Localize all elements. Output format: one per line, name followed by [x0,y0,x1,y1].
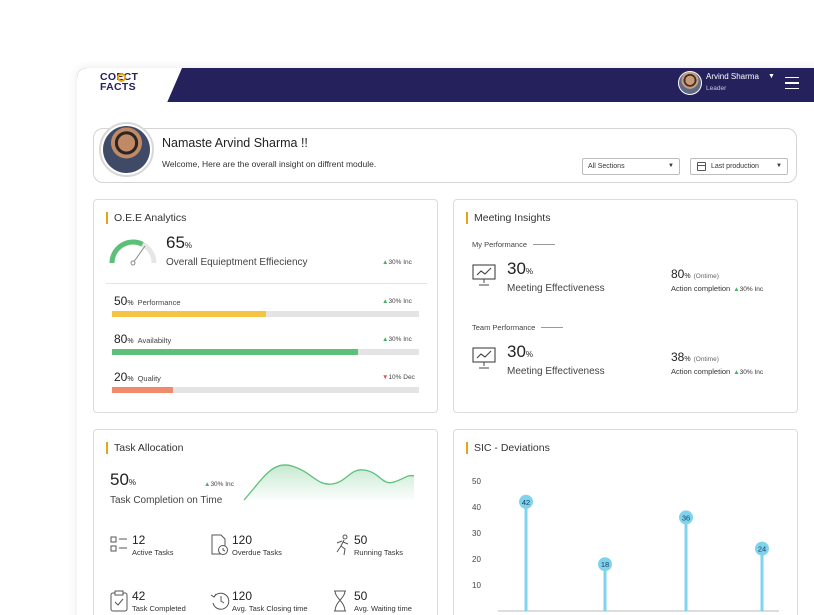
task-stat-value: 50 [354,589,368,603]
clipboard-check-icon [110,590,132,612]
metric-value: 80% Availabilty [114,332,172,346]
overdue-document-icon [210,534,232,556]
sic-deviations-card: SIC - Deviations 50 40 30 20 10 42 18 36 24 [453,429,798,615]
metric-change: ▲30% Inc [382,298,412,305]
greeting-subtitle: Welcome, Here are the overall insight on… [162,159,377,169]
meeting-effectiveness-value: 30% [507,342,534,361]
y-tick-label: 40 [472,503,481,512]
period-filter-value: Last production [711,163,759,170]
task-stat-label: Avg. Task Closing time [232,604,308,613]
task-stat-label: Task Completed [132,604,186,613]
section-filter-dropdown[interactable]: All Sections ▼ [582,158,680,175]
user-name[interactable]: Arvind Sharma [706,72,759,81]
metric-bar-fill [112,387,174,393]
task-stat-label: Running Tasks [354,548,404,557]
deviation-value-label: 18 [601,560,609,569]
card-title: Meeting Insights [466,212,550,224]
divider [106,283,427,284]
oee-analytics-card: O.E.E Analytics 65% Overall Equieptment … [93,199,438,413]
user-menu-caret-icon[interactable]: ▼ [768,73,775,80]
logo-area[interactable]: CO ECT FACTS [77,68,182,102]
profile-avatar [99,122,154,177]
greeting-text: Namaste Arvind Sharma !! [162,136,308,150]
sic-deviations-chart: 50 40 30 20 10 42 18 36 24 [472,477,779,612]
presentation-chart-icon [472,264,496,286]
oee-change: ▲30% Inc [382,259,412,266]
meeting-effectiveness-label: Meeting Effectiveness [507,366,605,377]
task-completion-change: ▲30% Inc [204,481,234,488]
meeting-insights-card: Meeting Insights My Performance 30% Meetin… [453,199,798,413]
period-filter-dropdown[interactable]: Last production ▼ [690,158,788,175]
oee-value: 65% [166,233,193,252]
metric-label: Quality [137,374,161,383]
action-completion-value: 80% (Ontime) [671,267,719,281]
top-navbar: CO ECT FACTS Arvind Sharma ▼ Leader [77,68,814,102]
task-completion-value: 50% [110,470,137,489]
metric-value: 20% Quality [114,370,161,384]
refresh-clock-icon [210,590,232,612]
meeting-effectiveness-label: Meeting Effectiveness [507,283,605,294]
task-completion-label: Task Completion on Time [110,495,223,506]
deviation-marker[interactable] [598,557,612,572]
task-stat-label: Avg. Waiting time [354,604,412,613]
metric-bar [112,349,419,355]
card-title: SIC - Deviations [466,442,550,454]
task-stat-value: 12 [132,533,146,547]
performance-heading: Team Performance [472,323,564,332]
user-avatar[interactable] [678,71,702,95]
task-stat-value: 50 [354,533,368,547]
action-completion-value: 38% (Ontime) [671,350,719,364]
metric-change: ▼10% Dec [382,374,415,381]
metric-value: 50% Performance [114,294,181,308]
metric-label: Availabilty [137,336,172,345]
metric-label: Performance [137,298,181,307]
action-completion-label: Action completion ▲30% Inc [671,367,764,376]
task-allocation-card: Task Allocation 50% Task Completion on T… [93,429,438,615]
welcome-banner [93,128,797,183]
performance-heading: My Performance [472,240,556,249]
oee-gauge [109,239,157,266]
deviation-marker[interactable] [755,541,769,556]
logo-facts: FACTS [100,80,136,93]
task-stat-value: 42 [132,589,146,603]
deviation-value-label: 24 [758,545,766,554]
user-role: Leader [706,85,727,92]
task-stat-label: Active Tasks [132,548,174,557]
metric-change: ▲30% Inc [382,336,412,343]
y-tick-label: 30 [472,529,481,538]
task-stat-value: 120 [232,533,253,547]
app-window: CO ECT FACTS Arvind Sharma ▼ Leader Namas… [77,68,814,615]
task-trend-sparkline [243,464,415,502]
metric-bar [112,387,419,393]
presentation-chart-icon [472,347,496,369]
y-tick-label: 20 [472,555,481,564]
deviation-marker[interactable] [679,510,693,525]
hamburger-menu-icon[interactable] [785,77,799,89]
card-title: Task Allocation [106,442,183,454]
chevron-down-icon: ▼ [668,163,674,169]
metric-bar [112,311,419,317]
metric-bar-fill [112,311,266,317]
y-tick-label: 50 [472,477,481,486]
y-tick-label: 10 [472,581,481,590]
metric-bar-fill [112,349,358,355]
task-stat-value: 120 [232,589,253,603]
section-filter-value: All Sections [588,163,625,170]
card-title: O.E.E Analytics [106,212,186,224]
deviation-marker[interactable] [519,494,533,509]
meeting-effectiveness-value: 30% [507,259,534,278]
running-person-icon [332,534,354,556]
action-completion-label: Action completion ▲30% Inc [671,284,764,293]
oee-label: Overall Equieptment Effieciency [166,257,308,268]
deviation-value-label: 42 [522,498,530,507]
task-stat-label: Overdue Tasks [232,548,282,557]
checklist-icon [110,534,132,556]
calendar-icon [697,162,706,171]
hourglass-icon [332,590,354,612]
deviation-value-label: 36 [682,513,690,522]
connect-facts-logo: CO ECT FACTS [100,71,139,93]
chevron-down-icon: ▼ [776,163,782,169]
